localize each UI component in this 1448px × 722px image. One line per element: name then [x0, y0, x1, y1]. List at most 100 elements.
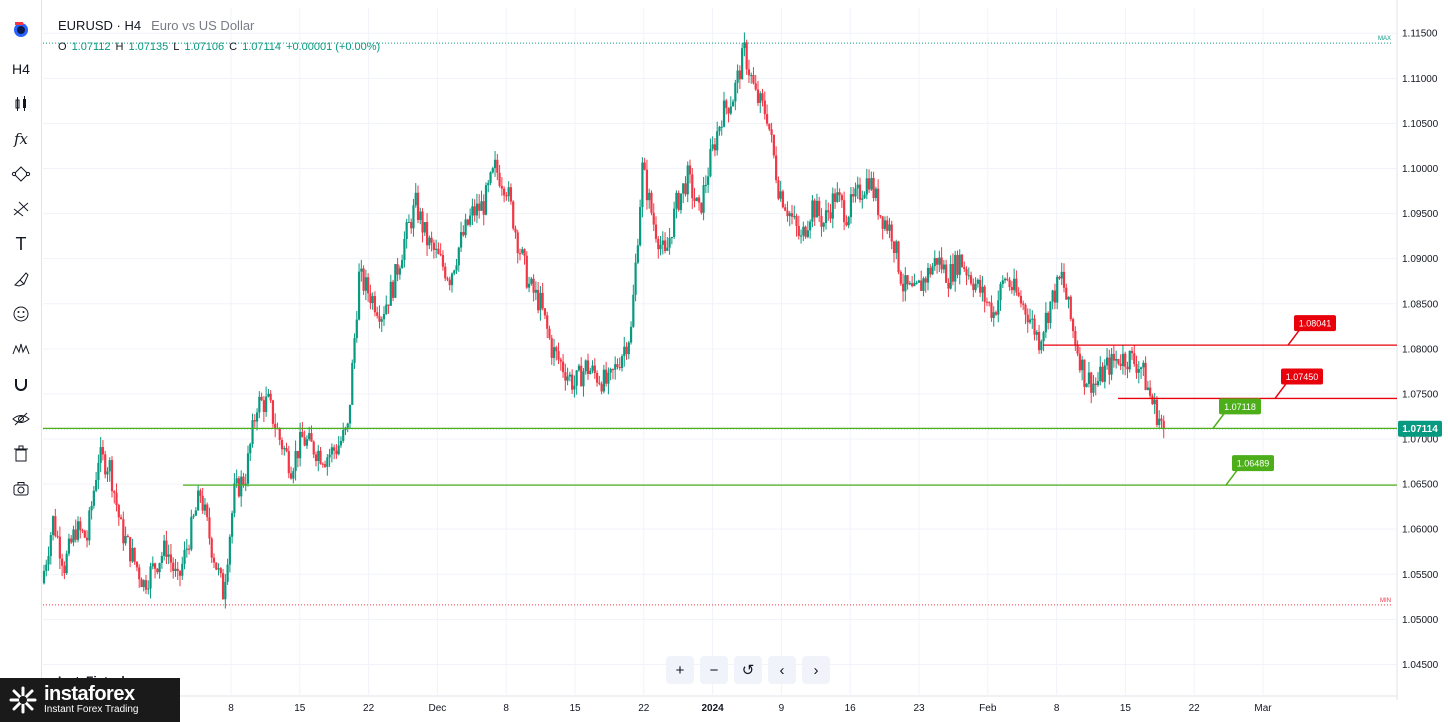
candle-body: [423, 222, 426, 233]
candle-body: [1033, 318, 1036, 335]
candle-body: [1149, 387, 1152, 396]
candle-body: [321, 463, 324, 465]
time-tick-label: 2024: [701, 703, 724, 714]
level-tag: [1281, 368, 1323, 385]
trash-icon[interactable]: [6, 439, 36, 469]
zoom-out-button[interactable]: −: [700, 656, 728, 684]
candle-body: [147, 588, 150, 590]
candle-body: [979, 279, 982, 293]
candle-body: [287, 451, 290, 474]
candle-body: [489, 172, 492, 183]
candle-body: [879, 215, 882, 217]
candle-body: [425, 222, 429, 246]
candle-body: [317, 450, 320, 462]
candle-body: [963, 267, 966, 270]
logo-icon[interactable]: [6, 14, 36, 44]
candle-body: [861, 198, 864, 200]
candle-body: [491, 168, 494, 173]
candle-body: [611, 369, 615, 371]
candle-body: [718, 126, 721, 132]
candle-body: [380, 319, 383, 322]
candle-body: [652, 212, 655, 225]
pattern-icon[interactable]: [6, 334, 36, 364]
interval-icon[interactable]: H4: [12, 61, 30, 77]
candle-body: [704, 184, 707, 186]
candle-body: [824, 210, 828, 224]
candle-body: [1108, 357, 1111, 375]
candle-body: [809, 221, 812, 231]
candle-body: [503, 188, 506, 196]
reset-button[interactable]: ↺: [734, 656, 762, 684]
candle-body: [684, 183, 687, 195]
scroll-forward-button[interactable]: ›: [802, 656, 830, 684]
candle-body: [362, 268, 365, 291]
candle-body: [516, 232, 519, 254]
candle-body: [688, 165, 692, 175]
candle-body: [337, 445, 340, 455]
candle-body: [831, 193, 834, 219]
candle-body: [856, 184, 859, 189]
candle-body: [711, 144, 714, 149]
magnet-icon[interactable]: [6, 369, 36, 399]
candle-body: [700, 202, 703, 213]
candle-body: [1128, 350, 1131, 370]
candle-body: [1028, 319, 1032, 323]
candle-body: [661, 240, 664, 245]
candle-body: [691, 174, 694, 199]
brush-icon[interactable]: [6, 264, 36, 294]
candle-body: [469, 215, 472, 225]
candle-body: [478, 203, 481, 211]
camera-icon[interactable]: [6, 474, 36, 504]
candle-body: [231, 513, 234, 537]
candle-body: [267, 393, 270, 397]
candle-body: [949, 264, 952, 289]
candle-body: [1124, 353, 1127, 367]
emoji-icon[interactable]: [6, 299, 36, 329]
candle-body: [1074, 331, 1077, 346]
zoom-in-button[interactable]: +: [666, 656, 694, 684]
candle-body: [772, 134, 775, 156]
candle-body: [575, 370, 578, 386]
candle-body: [731, 101, 735, 107]
candle-body: [965, 269, 968, 276]
candle-body: [183, 549, 186, 564]
candle-body: [523, 249, 526, 256]
symbol-name[interactable]: EURUSD · H4: [58, 18, 142, 33]
candle-body: [385, 304, 388, 314]
candles-icon[interactable]: [6, 89, 36, 119]
candle-body: [532, 278, 535, 293]
candle-body: [1144, 362, 1147, 390]
candle-body: [1101, 366, 1104, 382]
hide-icon[interactable]: [6, 404, 36, 434]
candle-body: [65, 553, 68, 574]
candle-body: [722, 100, 726, 127]
candle-body: [466, 219, 469, 225]
candle-body: [119, 517, 123, 520]
max-label: MAX: [1378, 36, 1391, 42]
candle-body: [339, 440, 343, 446]
scroll-back-button[interactable]: ‹: [768, 656, 796, 684]
candle-body: [904, 275, 907, 292]
text-icon[interactable]: T: [15, 233, 27, 254]
candle-body: [580, 365, 583, 387]
candle-body: [614, 364, 617, 370]
price-tick-label: 1.07500: [1402, 389, 1439, 400]
candle-body: [954, 255, 957, 282]
candle-body: [201, 495, 204, 511]
current-price-tag: [1398, 420, 1442, 437]
trendline-icon[interactable]: [6, 159, 36, 189]
candle-body: [686, 165, 689, 195]
fib-icon[interactable]: [6, 194, 36, 224]
indicators-icon[interactable]: fx: [13, 130, 28, 148]
candle-body: [224, 581, 227, 600]
candle-body: [1115, 358, 1118, 361]
time-tick-label: 23: [913, 703, 925, 714]
watermark-tagline: Instant Forex Trading: [44, 704, 139, 715]
candle-body: [142, 580, 145, 588]
candle-body: [348, 404, 352, 424]
candle-body: [473, 206, 476, 216]
candle-body: [838, 192, 841, 196]
candle-body: [430, 237, 433, 243]
candle-body: [820, 215, 823, 227]
